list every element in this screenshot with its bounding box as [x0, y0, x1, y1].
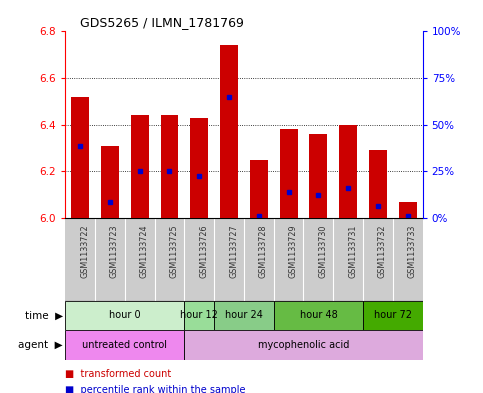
- Text: untreated control: untreated control: [82, 340, 167, 350]
- Text: GSM1133731: GSM1133731: [348, 225, 357, 278]
- Bar: [220, 46, 238, 218]
- Bar: [310, 134, 327, 218]
- Bar: [369, 151, 387, 218]
- Bar: [101, 146, 119, 218]
- Bar: [363, 301, 423, 330]
- Text: GSM1133730: GSM1133730: [318, 225, 327, 278]
- Text: GSM1133725: GSM1133725: [170, 225, 178, 278]
- Bar: [71, 97, 89, 218]
- Bar: [65, 301, 185, 330]
- Text: time  ▶: time ▶: [25, 310, 63, 320]
- Bar: [399, 202, 417, 218]
- Text: GSM1133727: GSM1133727: [229, 225, 238, 278]
- Text: GSM1133729: GSM1133729: [289, 225, 298, 278]
- Text: GSM1133732: GSM1133732: [378, 225, 387, 278]
- Text: mycophenolic acid: mycophenolic acid: [258, 340, 349, 350]
- Text: hour 12: hour 12: [180, 310, 218, 320]
- Bar: [185, 301, 214, 330]
- Bar: [131, 116, 149, 218]
- Text: ■  transformed count: ■ transformed count: [65, 369, 171, 379]
- Text: hour 0: hour 0: [109, 310, 141, 320]
- Text: hour 48: hour 48: [299, 310, 337, 320]
- Bar: [65, 330, 185, 360]
- Text: GSM1133726: GSM1133726: [199, 225, 208, 278]
- Bar: [190, 118, 208, 218]
- Text: agent  ▶: agent ▶: [18, 340, 63, 350]
- Text: hour 24: hour 24: [225, 310, 263, 320]
- Text: GSM1133722: GSM1133722: [80, 225, 89, 278]
- Text: GSM1133723: GSM1133723: [110, 225, 119, 278]
- Bar: [214, 301, 274, 330]
- Text: GDS5265 / ILMN_1781769: GDS5265 / ILMN_1781769: [80, 16, 243, 29]
- Text: GSM1133728: GSM1133728: [259, 225, 268, 278]
- Text: hour 72: hour 72: [374, 310, 412, 320]
- Bar: [160, 116, 178, 218]
- Bar: [250, 160, 268, 218]
- Bar: [339, 125, 357, 218]
- Text: GSM1133724: GSM1133724: [140, 225, 149, 278]
- Bar: [185, 330, 423, 360]
- Text: ■  percentile rank within the sample: ■ percentile rank within the sample: [65, 385, 246, 393]
- Bar: [280, 129, 298, 218]
- Text: GSM1133733: GSM1133733: [408, 225, 417, 278]
- Bar: [274, 301, 363, 330]
